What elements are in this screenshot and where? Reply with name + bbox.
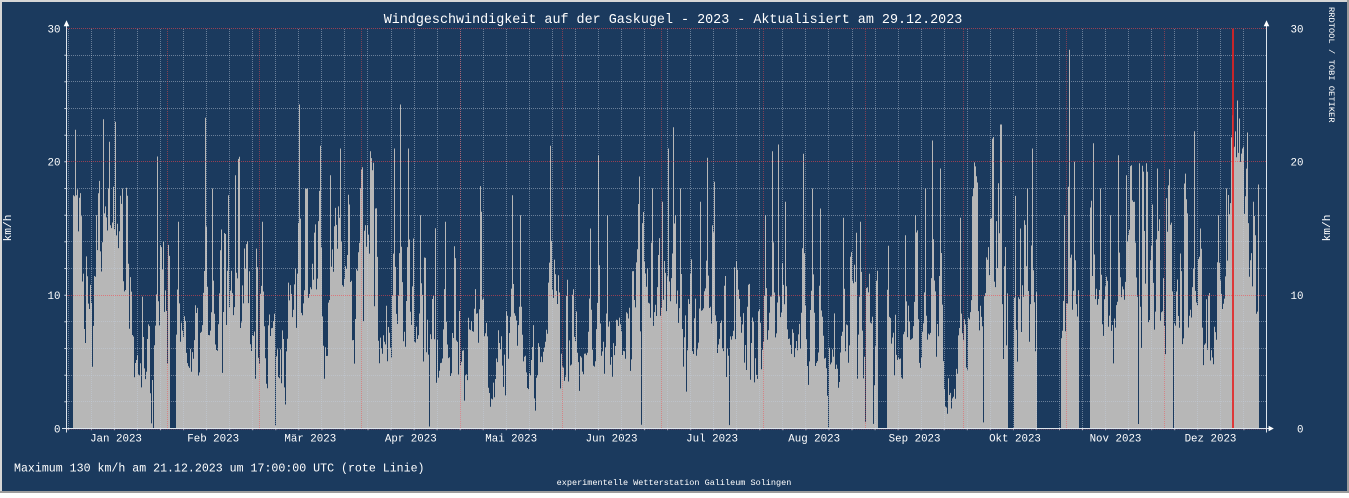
svg-text:Maximum 130 km/h am 21.12.2023: Maximum 130 km/h am 21.12.2023 um 17:00:… <box>14 462 425 475</box>
svg-text:20: 20 <box>1291 158 1304 170</box>
svg-text:Jan 2023: Jan 2023 <box>90 434 142 446</box>
svg-text:km/h: km/h <box>3 215 15 242</box>
svg-text:experimentelle Wetterstation G: experimentelle Wetterstation Galileum So… <box>557 478 792 488</box>
svg-text:Jun 2023: Jun 2023 <box>586 434 638 446</box>
svg-text:Mär 2023: Mär 2023 <box>284 434 336 446</box>
svg-text:0: 0 <box>54 424 60 436</box>
svg-text:Nov 2023: Nov 2023 <box>1090 434 1142 446</box>
svg-text:Jul 2023: Jul 2023 <box>686 434 738 446</box>
svg-text:Feb 2023: Feb 2023 <box>187 434 239 446</box>
svg-text:30: 30 <box>48 24 61 36</box>
svg-text:Mai 2023: Mai 2023 <box>485 434 537 446</box>
svg-text:Okt 2023: Okt 2023 <box>989 434 1041 446</box>
svg-text:10: 10 <box>48 291 61 303</box>
svg-text:30: 30 <box>1291 24 1304 36</box>
svg-text:10: 10 <box>1291 291 1304 303</box>
svg-text:20: 20 <box>48 158 61 170</box>
svg-text:Dez 2023: Dez 2023 <box>1185 434 1237 446</box>
svg-text:Windgeschwindigkeit auf der Ga: Windgeschwindigkeit auf der Gaskugel - 2… <box>384 13 963 28</box>
svg-text:RRDTOOL / TOBI OETIKER: RRDTOOL / TOBI OETIKER <box>1326 7 1336 123</box>
svg-text:Apr 2023: Apr 2023 <box>385 434 437 446</box>
svg-text:Sep 2023: Sep 2023 <box>889 434 941 446</box>
svg-text:km/h: km/h <box>1322 215 1334 242</box>
svg-text:0: 0 <box>1297 424 1303 436</box>
svg-text:Aug 2023: Aug 2023 <box>788 434 840 446</box>
